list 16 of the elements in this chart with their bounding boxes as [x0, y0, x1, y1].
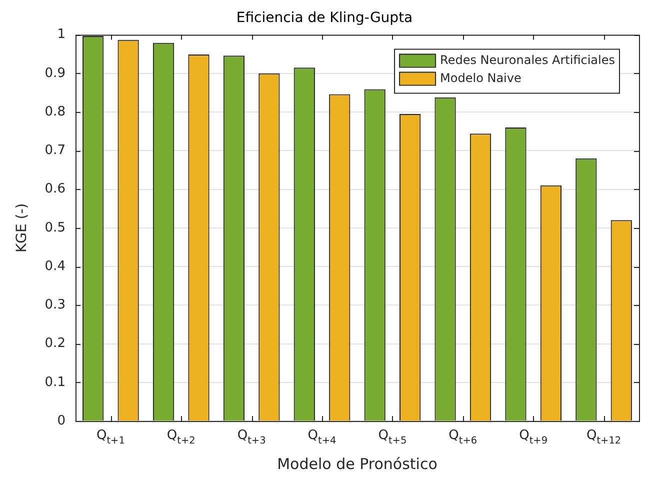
- legend-label: Redes Neuronales Artificiales: [440, 52, 616, 67]
- legend-label: Modelo Naive: [440, 70, 522, 85]
- x-axis-title: Modelo de Pronóstico: [277, 455, 438, 473]
- y-tick-label: 0.7: [44, 143, 66, 158]
- y-tick-label: 0.5: [44, 220, 66, 236]
- y-tick-label: 0.1: [44, 374, 66, 390]
- y-tick-label: 0.9: [44, 66, 66, 81]
- y-tick-label: 1: [57, 27, 66, 42]
- y-tick-label: 0: [57, 413, 66, 428]
- y-tick-label: 0.2: [44, 336, 66, 352]
- y-axis-title: KGE (-): [14, 203, 30, 253]
- y-tick-label: 0.4: [44, 258, 66, 274]
- y-tick-label: 0.3: [44, 298, 66, 313]
- y-tick-label: 0.8: [44, 104, 66, 120]
- chart-title: Eficiencia de Kling-Gupta: [236, 10, 413, 26]
- y-tick-label: 0.6: [44, 182, 66, 197]
